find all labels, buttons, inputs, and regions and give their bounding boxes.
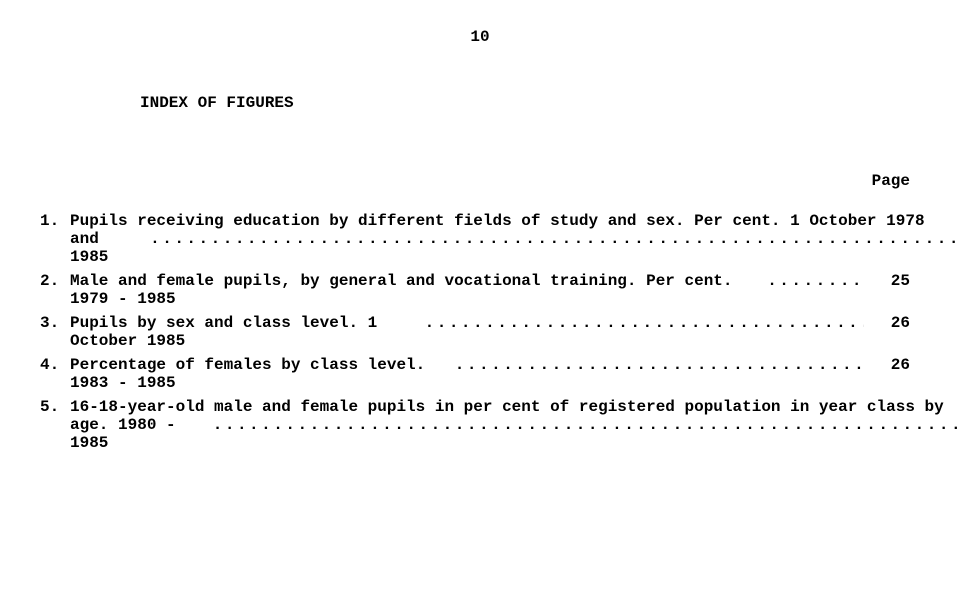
- entry-text-line: Percentage of females by class level. 19…: [70, 356, 449, 392]
- index-entry: 2. Male and female pupils, by general an…: [40, 272, 920, 308]
- index-title: INDEX OF FIGURES: [140, 94, 920, 112]
- entry-page: 25: [870, 272, 910, 290]
- entry-page: 26: [870, 314, 910, 332]
- dot-leader: ........................................…: [213, 416, 960, 434]
- dot-leader: ........................................…: [425, 314, 864, 332]
- entry-text-line: age. 1980 - 1985: [70, 416, 207, 452]
- entry-description: Male and female pupils, by general and v…: [70, 272, 920, 308]
- entry-description: Percentage of females by class level. 19…: [70, 356, 920, 392]
- entry-text-line: Male and female pupils, by general and v…: [70, 272, 761, 308]
- dot-leader: .........: [767, 272, 864, 290]
- index-entry: 5. 16-18-year-old male and female pupils…: [40, 398, 920, 452]
- index-entry: 4. Percentage of females by class level.…: [40, 356, 920, 392]
- entry-number: 4.: [40, 356, 70, 374]
- index-entry: 1. Pupils receiving education by differe…: [40, 212, 920, 266]
- entry-text-line: Pupils by sex and class level. 1 October…: [70, 314, 419, 350]
- entry-text-line: Pupils receiving education by different …: [70, 212, 925, 230]
- entry-number: 3.: [40, 314, 70, 332]
- index-entry: 3. Pupils by sex and class level. 1 Octo…: [40, 314, 920, 350]
- page-number: 10: [40, 28, 920, 46]
- entry-description: Pupils by sex and class level. 1 October…: [70, 314, 920, 350]
- entry-description: 16-18-year-old male and female pupils in…: [70, 398, 960, 452]
- entry-description: Pupils receiving education by different …: [70, 212, 960, 266]
- dot-leader: ........................................…: [150, 230, 960, 248]
- entry-text-line: and 1985: [70, 230, 144, 266]
- entry-number: 5.: [40, 398, 70, 416]
- entry-text-line: 16-18-year-old male and female pupils in…: [70, 398, 944, 416]
- page-column-label: Page: [40, 172, 910, 190]
- entry-number: 2.: [40, 272, 70, 290]
- entry-page: 26: [870, 356, 910, 374]
- document-page: 10 INDEX OF FIGURES Page 1. Pupils recei…: [0, 0, 960, 614]
- entry-number: 1.: [40, 212, 70, 230]
- dot-leader: ........................................…: [455, 356, 864, 374]
